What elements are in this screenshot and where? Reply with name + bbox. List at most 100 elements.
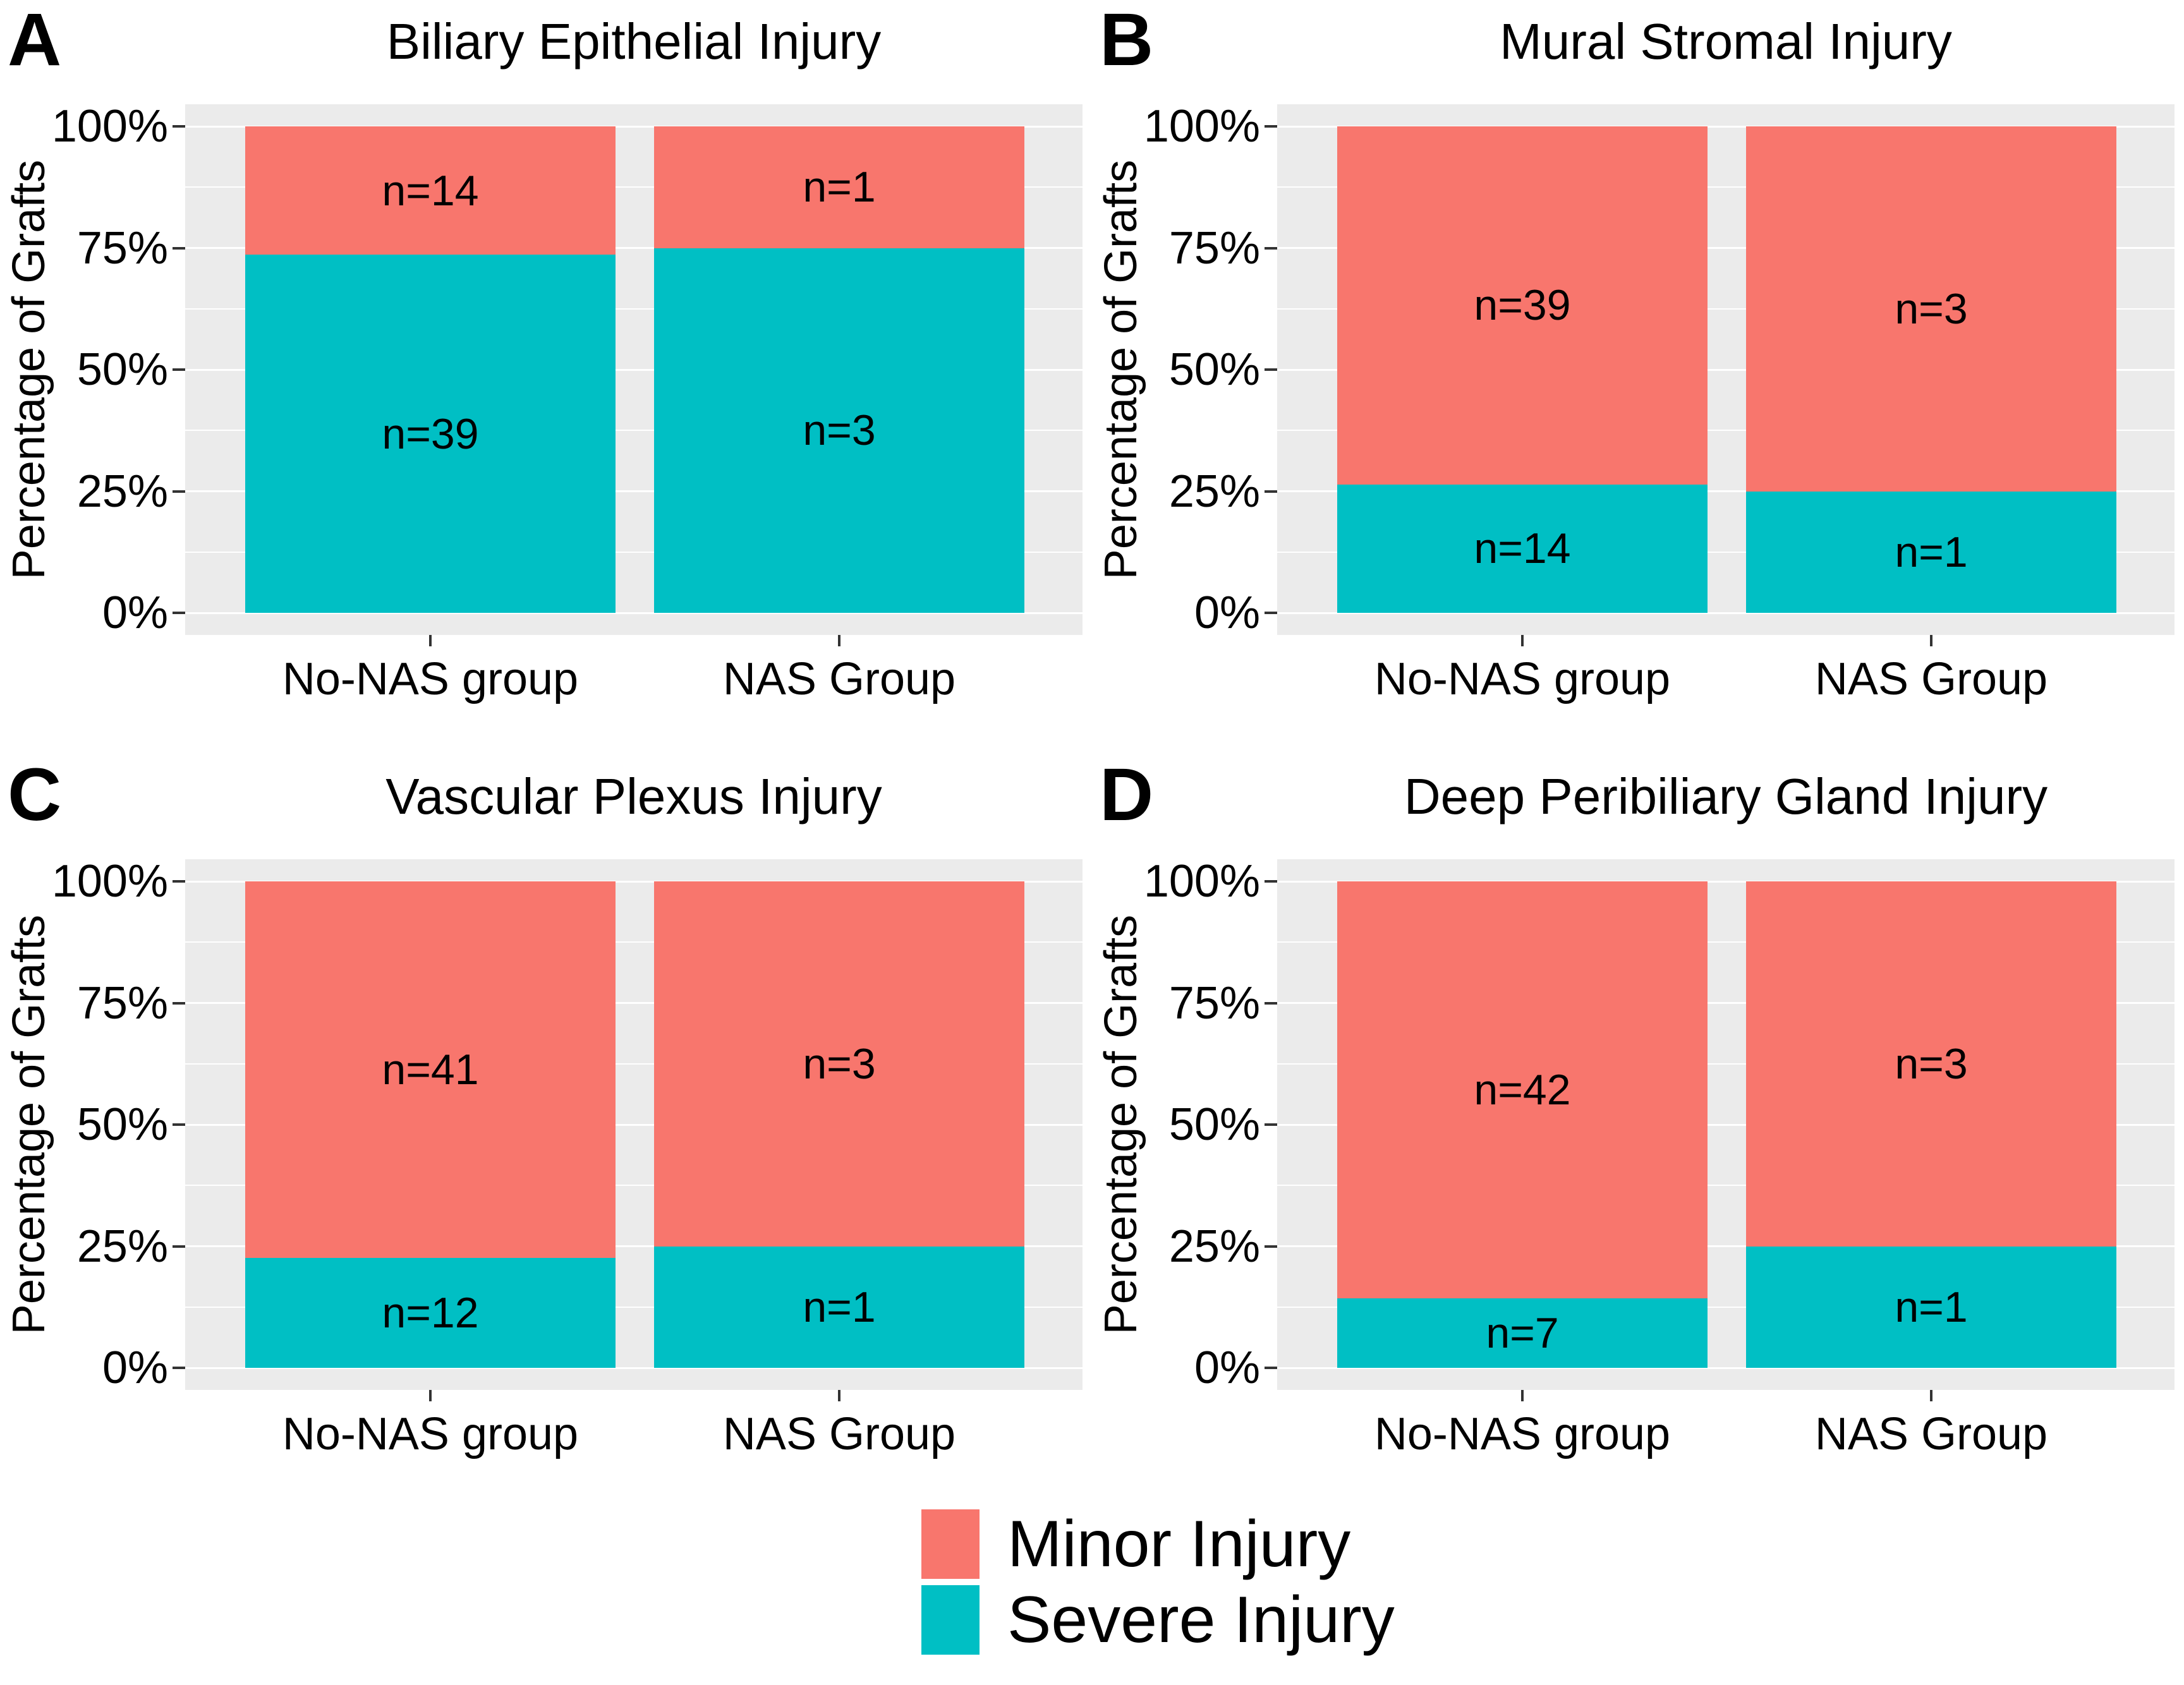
gridline-minor <box>185 1306 1083 1308</box>
bar-nas-group: n=3 n=1 <box>654 881 1024 1368</box>
bar-count-label-minor: n=1 <box>803 163 876 212</box>
bar-count-label-severe: n=14 <box>1474 524 1571 573</box>
panel-letter-c: C <box>8 753 62 836</box>
segment-minor-injury: n=41 <box>245 881 616 1258</box>
x-tick-mark <box>838 1390 840 1401</box>
gridline-minor <box>1277 941 2175 943</box>
gridline-minor <box>1277 186 2175 188</box>
y-tick-mark <box>1265 490 1277 493</box>
gridline-minor <box>185 941 1083 943</box>
y-tick-mark <box>1265 125 1277 128</box>
bar-count-label-severe: n=1 <box>1895 1283 1968 1331</box>
y-tick-mark <box>173 1001 185 1005</box>
x-category-label: No-NAS group <box>282 654 579 704</box>
y-tick-label: 0% <box>102 588 168 638</box>
gridline-minor <box>1277 1063 2175 1065</box>
gridline-major <box>185 1002 1083 1004</box>
gridline-minor <box>1277 430 2175 432</box>
gridline-minor <box>1277 1306 2175 1308</box>
y-tick-label: 0% <box>1194 588 1260 638</box>
segment-severe-injury: n=1 <box>1746 491 2116 613</box>
panel-title: Vascular Plexus Injury <box>385 768 882 824</box>
gridline-major <box>1277 1002 2175 1004</box>
y-tick-label: 25% <box>76 466 168 517</box>
y-tick-label: 0% <box>1194 1343 1260 1393</box>
legend-row-severe-injury: Severe Injury <box>921 1585 1395 1655</box>
legend-row-minor-injury: Minor Injury <box>921 1509 1395 1579</box>
bar-nas-group: n=3 n=1 <box>1746 881 2116 1368</box>
x-category-label: NAS Group <box>722 654 956 704</box>
legend-swatch-minor-injury <box>921 1509 980 1579</box>
y-tick-mark <box>173 125 185 128</box>
legend: Minor Injury Severe Injury <box>921 1509 1395 1655</box>
y-tick-mark <box>1265 880 1277 883</box>
bar-no-nas-group: n=42 n=7 <box>1337 881 1708 1368</box>
bar-count-label-severe: n=39 <box>382 409 479 458</box>
gridline-major <box>185 1123 1083 1126</box>
y-tick-label: 75% <box>1168 977 1260 1029</box>
bar-no-nas-group: n=14 n=39 <box>245 126 616 613</box>
y-tick-mark <box>1265 246 1277 250</box>
x-tick-mark <box>1930 1390 1932 1401</box>
panel-c: C Vascular Plexus Injury Percentage of Gra… <box>0 755 1092 1507</box>
bar-count-label-severe: n=7 <box>1486 1309 1559 1357</box>
y-tick-mark <box>1265 1245 1277 1248</box>
plot-area: n=42 n=7 n=3 n=1 <box>1277 859 2175 1390</box>
gridline-minor <box>185 1063 1083 1065</box>
bar-count-label-minor: n=39 <box>1474 281 1571 330</box>
bar-nas-group: n=1 n=3 <box>654 126 1024 613</box>
x-tick-mark <box>429 1390 432 1401</box>
bar-nas-group: n=3 n=1 <box>1746 126 2116 613</box>
bar-count-label-minor: n=42 <box>1474 1066 1571 1114</box>
y-tick-mark <box>173 1123 185 1126</box>
y-tick-label: 100% <box>51 856 168 907</box>
segment-minor-injury: n=3 <box>1746 126 2116 492</box>
y-tick-label: 100% <box>51 101 168 152</box>
y-tick-label: 100% <box>1143 856 1260 907</box>
y-tick-mark <box>1265 612 1277 614</box>
y-tick-mark <box>173 1245 185 1248</box>
gridline-minor <box>185 430 1083 432</box>
y-tick-label: 50% <box>76 1099 168 1150</box>
bar-count-label-minor: n=14 <box>382 166 479 215</box>
bar-count-label-minor: n=41 <box>382 1045 479 1094</box>
y-tick-mark <box>173 368 185 371</box>
y-tick-label: 75% <box>1168 222 1260 274</box>
y-tick-label: 25% <box>76 1221 168 1272</box>
gridline-minor <box>185 1185 1083 1187</box>
segment-minor-injury: n=14 <box>245 126 616 255</box>
y-tick-label: 50% <box>1168 1099 1260 1150</box>
bar-count-label-severe: n=3 <box>803 406 876 455</box>
panel-d: D Deep Peribiliary Gland Injury Percentage… <box>1092 755 2184 1507</box>
gridline-major <box>185 1245 1083 1247</box>
panel-title: Biliary Epithelial Injury <box>386 13 882 69</box>
bar-count-label-severe: n=1 <box>1895 528 1968 576</box>
segment-minor-injury: n=39 <box>1337 126 1708 485</box>
segment-severe-injury: n=12 <box>245 1257 616 1368</box>
gridline-major <box>1277 1123 2175 1126</box>
gridline-minor <box>1277 551 2175 553</box>
x-category-label: No-NAS group <box>1374 1409 1671 1459</box>
y-tick-mark <box>173 880 185 883</box>
y-tick-mark <box>1265 368 1277 371</box>
legend-swatch-severe-injury <box>921 1585 980 1655</box>
gridline-major <box>1277 247 2175 249</box>
gridline-major <box>1277 880 2175 883</box>
x-category-label: NAS Group <box>1814 1409 2048 1459</box>
y-tick-label: 75% <box>76 222 168 274</box>
bar-count-label-severe: n=1 <box>803 1283 876 1331</box>
y-tick-mark <box>1265 1367 1277 1369</box>
gridline-major <box>1277 490 2175 492</box>
plot-area: n=39 n=14 n=3 n=1 <box>1277 104 2175 635</box>
gridline-minor <box>185 186 1083 188</box>
gridline-major <box>185 880 1083 883</box>
segment-minor-injury: n=42 <box>1337 881 1708 1298</box>
y-tick-label: 50% <box>76 344 168 395</box>
segment-minor-injury: n=1 <box>654 126 1024 248</box>
bar-count-label-minor: n=3 <box>1895 284 1968 333</box>
y-tick-mark <box>173 1367 185 1369</box>
gridline-major <box>185 125 1083 128</box>
gridline-major <box>185 247 1083 249</box>
x-category-label: NAS Group <box>722 1409 956 1459</box>
